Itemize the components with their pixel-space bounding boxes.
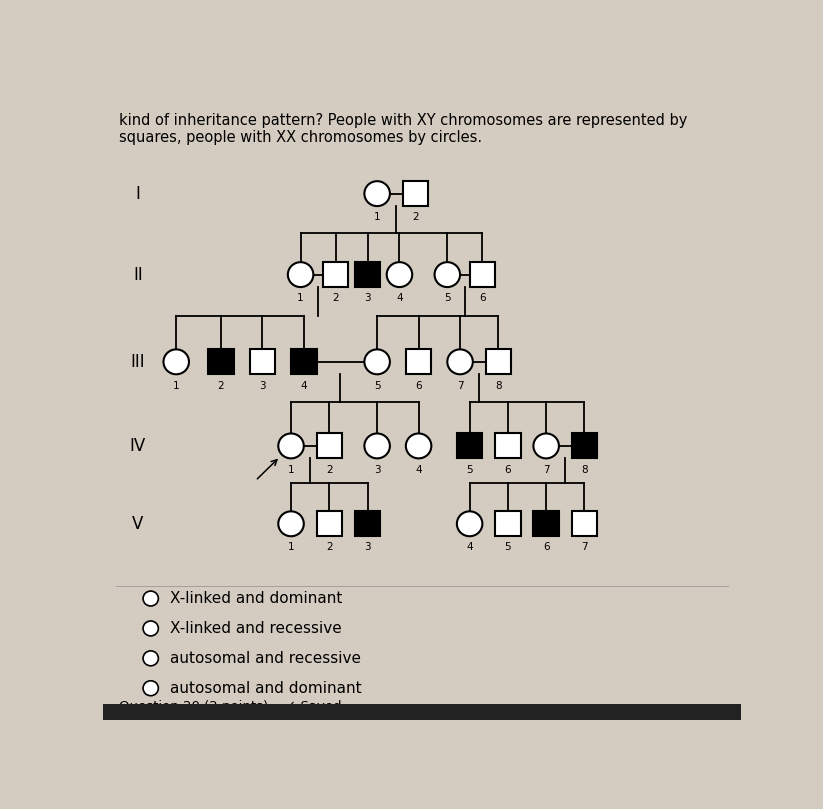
Circle shape [533, 434, 559, 459]
Text: 8: 8 [495, 380, 502, 391]
Text: 2: 2 [217, 380, 224, 391]
Circle shape [278, 511, 304, 536]
Text: V: V [133, 515, 144, 533]
Bar [572, 511, 597, 536]
Text: 4: 4 [300, 380, 307, 391]
Bar [355, 262, 380, 287]
Text: 5: 5 [504, 543, 511, 553]
Bar [323, 262, 348, 287]
Text: 3: 3 [259, 380, 266, 391]
Text: 7: 7 [457, 380, 463, 391]
Text: 1: 1 [288, 543, 295, 553]
Circle shape [448, 349, 472, 375]
Circle shape [288, 262, 314, 287]
Text: 4: 4 [467, 543, 473, 553]
Bar [249, 349, 275, 375]
Text: 3: 3 [365, 543, 371, 553]
Bar [355, 511, 380, 536]
Circle shape [457, 511, 482, 536]
Text: 1: 1 [297, 294, 304, 303]
Circle shape [143, 621, 158, 636]
Circle shape [164, 349, 189, 375]
Text: 1: 1 [288, 464, 295, 475]
Text: 6: 6 [504, 464, 511, 475]
Circle shape [143, 680, 158, 696]
Text: 2: 2 [326, 464, 332, 475]
Text: kind of inheritance pattern? People with XY chromosomes are represented by
squar: kind of inheritance pattern? People with… [119, 112, 687, 145]
Text: 2: 2 [326, 543, 332, 553]
Bar [317, 434, 342, 459]
Text: 6: 6 [543, 543, 550, 553]
Text: X-linked and recessive: X-linked and recessive [170, 621, 342, 636]
Circle shape [143, 591, 158, 606]
Bar [402, 181, 428, 206]
Text: 3: 3 [365, 294, 371, 303]
Text: 8: 8 [581, 464, 588, 475]
Text: 4: 4 [416, 464, 422, 475]
Bar [317, 511, 342, 536]
Text: 2: 2 [412, 212, 419, 222]
Circle shape [365, 181, 390, 206]
Text: Question 20 (2 points)    ✓ Saved: Question 20 (2 points) ✓ Saved [119, 700, 342, 713]
Text: 4: 4 [396, 294, 402, 303]
Bar [470, 262, 495, 287]
Text: 1: 1 [173, 380, 179, 391]
Text: 5: 5 [374, 380, 380, 391]
Text: 5: 5 [444, 294, 451, 303]
Text: autosomal and recessive: autosomal and recessive [170, 650, 360, 666]
Text: X-linked and dominant: X-linked and dominant [170, 591, 342, 606]
Bar [103, 705, 741, 720]
Circle shape [387, 262, 412, 287]
Text: 6: 6 [479, 294, 486, 303]
Text: 2: 2 [332, 294, 339, 303]
Bar [291, 349, 317, 375]
Text: 3: 3 [374, 464, 380, 475]
Circle shape [406, 434, 431, 459]
Circle shape [143, 651, 158, 666]
Text: 5: 5 [467, 464, 473, 475]
Bar [533, 511, 559, 536]
Text: 1: 1 [374, 212, 380, 222]
Bar [495, 434, 521, 459]
Bar [457, 434, 482, 459]
Circle shape [365, 434, 390, 459]
Bar [208, 349, 234, 375]
Bar [406, 349, 431, 375]
Text: autosomal and dominant: autosomal and dominant [170, 680, 361, 696]
Text: IV: IV [130, 437, 146, 455]
Circle shape [278, 434, 304, 459]
Bar [495, 511, 521, 536]
Text: I: I [136, 184, 141, 202]
Text: 7: 7 [543, 464, 550, 475]
Bar [486, 349, 511, 375]
Bar [572, 434, 597, 459]
Circle shape [435, 262, 460, 287]
Text: III: III [131, 353, 146, 371]
Text: 7: 7 [581, 543, 588, 553]
Text: 6: 6 [416, 380, 422, 391]
Text: II: II [133, 265, 143, 284]
Circle shape [365, 349, 390, 375]
